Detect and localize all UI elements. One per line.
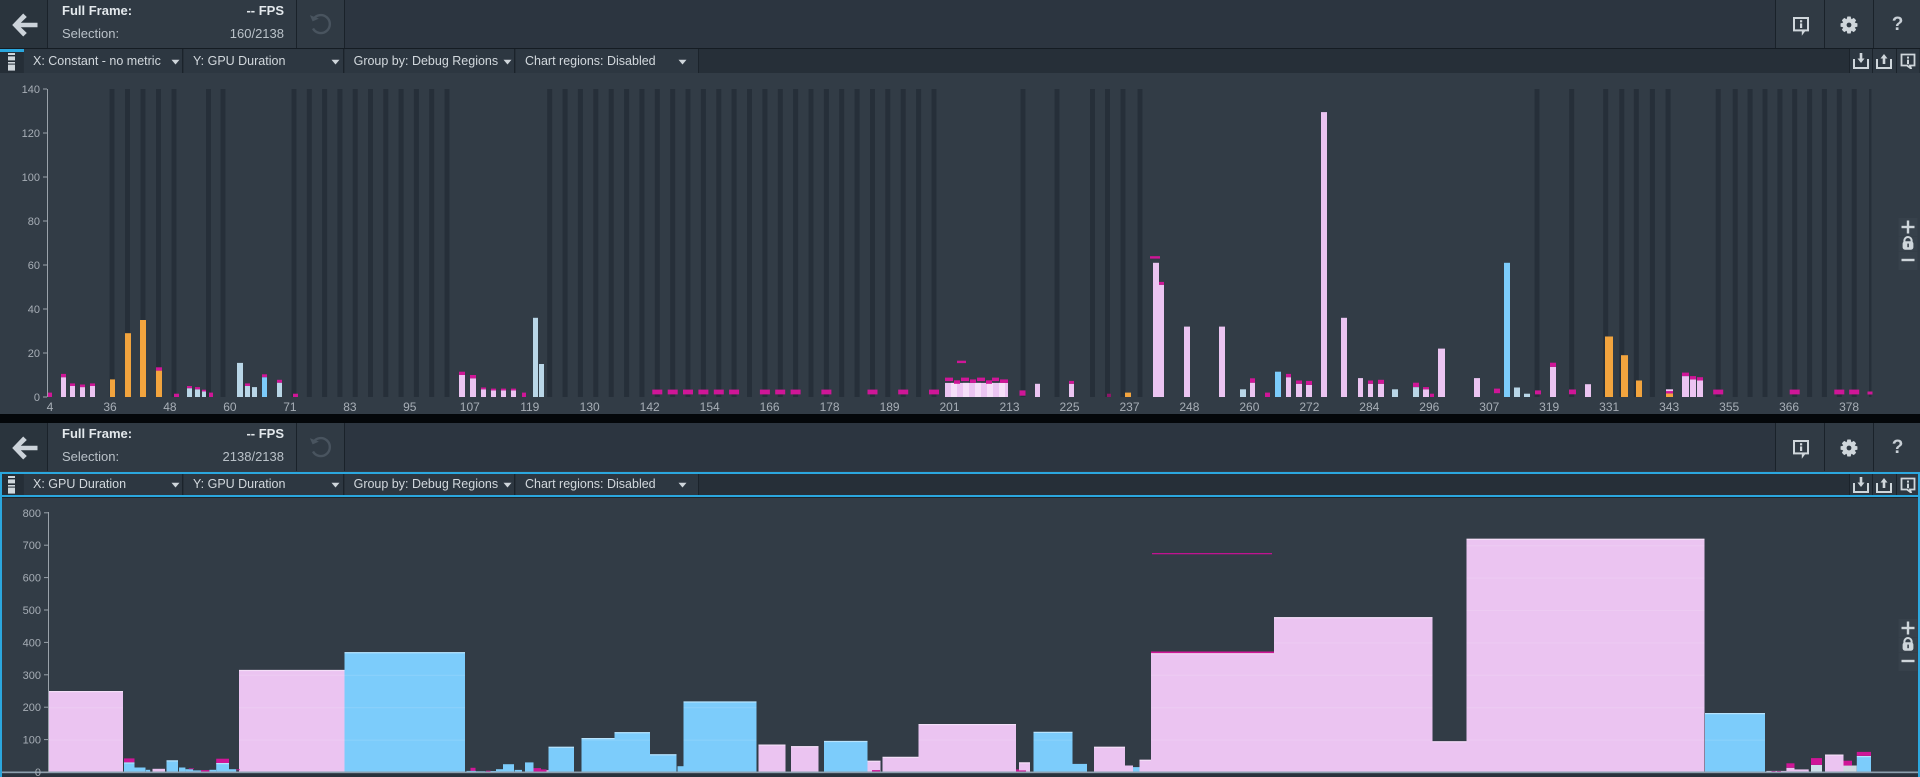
- svg-text:4: 4: [47, 400, 54, 414]
- svg-text:83: 83: [343, 400, 357, 414]
- svg-text:142: 142: [640, 400, 660, 414]
- svg-text:700: 700: [23, 540, 41, 552]
- svg-text:20: 20: [28, 348, 40, 360]
- svg-text:107: 107: [460, 400, 480, 414]
- svg-text:366: 366: [1779, 400, 1799, 414]
- svg-text:36: 36: [103, 400, 117, 414]
- svg-text:500: 500: [23, 605, 41, 617]
- svg-text:248: 248: [1179, 400, 1199, 414]
- svg-text:119: 119: [520, 400, 539, 414]
- svg-text:300: 300: [23, 670, 41, 682]
- svg-text:100: 100: [22, 172, 40, 184]
- svg-text:71: 71: [283, 400, 297, 414]
- svg-text:319: 319: [1539, 400, 1559, 414]
- svg-text:60: 60: [223, 400, 237, 414]
- svg-text:600: 600: [23, 573, 41, 585]
- svg-text:225: 225: [1059, 400, 1079, 414]
- svg-text:331: 331: [1599, 400, 1619, 414]
- svg-text:200: 200: [23, 702, 41, 714]
- svg-text:260: 260: [1239, 400, 1259, 414]
- svg-text:0: 0: [34, 392, 40, 404]
- svg-text:189: 189: [880, 400, 900, 414]
- svg-text:100: 100: [23, 735, 41, 747]
- svg-text:60: 60: [28, 260, 40, 272]
- svg-text:0: 0: [35, 767, 41, 777]
- svg-text:272: 272: [1299, 400, 1319, 414]
- svg-text:166: 166: [760, 400, 780, 414]
- svg-text:154: 154: [700, 400, 720, 414]
- svg-text:178: 178: [820, 400, 840, 414]
- svg-text:120: 120: [22, 128, 40, 140]
- svg-text:296: 296: [1419, 400, 1439, 414]
- svg-text:284: 284: [1359, 400, 1379, 414]
- svg-text:140: 140: [22, 84, 40, 96]
- svg-text:48: 48: [163, 400, 177, 414]
- svg-text:237: 237: [1119, 400, 1139, 414]
- svg-text:213: 213: [999, 400, 1019, 414]
- svg-text:80: 80: [28, 216, 40, 228]
- svg-text:95: 95: [403, 400, 417, 414]
- svg-text:800: 800: [23, 508, 41, 520]
- svg-text:400: 400: [23, 637, 41, 649]
- svg-text:343: 343: [1659, 400, 1679, 414]
- svg-text:130: 130: [580, 400, 600, 414]
- svg-text:40: 40: [28, 304, 40, 316]
- svg-text:378: 378: [1839, 400, 1859, 414]
- svg-text:307: 307: [1479, 400, 1499, 414]
- svg-text:201: 201: [939, 400, 959, 414]
- svg-text:355: 355: [1719, 400, 1739, 414]
